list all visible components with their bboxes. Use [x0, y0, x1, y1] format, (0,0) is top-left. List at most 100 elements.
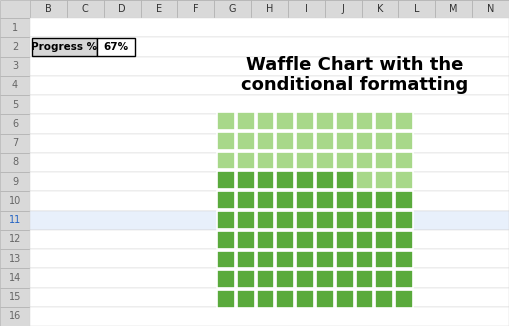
Bar — [257, 191, 274, 209]
Bar — [395, 211, 413, 229]
Bar — [30, 134, 509, 153]
Text: F: F — [193, 4, 199, 14]
Bar — [0, 211, 30, 230]
Text: Progress %: Progress % — [32, 42, 98, 52]
Bar — [217, 251, 235, 268]
Bar — [336, 171, 354, 189]
Bar — [257, 171, 274, 189]
Bar — [325, 0, 361, 18]
Bar — [296, 211, 314, 229]
Text: 67%: 67% — [103, 42, 129, 52]
Bar — [237, 152, 254, 170]
Bar — [0, 114, 30, 134]
Bar — [376, 231, 393, 249]
Text: M: M — [449, 4, 458, 14]
Text: K: K — [377, 4, 383, 14]
Bar — [296, 132, 314, 150]
Bar — [0, 268, 30, 288]
Bar — [30, 0, 67, 18]
Bar — [316, 231, 334, 249]
Bar — [257, 270, 274, 288]
Bar — [435, 0, 472, 18]
Bar — [0, 0, 509, 18]
Bar — [0, 307, 30, 326]
Bar — [217, 132, 235, 150]
Bar — [376, 290, 393, 308]
Bar — [237, 251, 254, 268]
Bar — [336, 112, 354, 130]
Bar — [276, 290, 294, 308]
Bar — [395, 112, 413, 130]
Bar — [361, 0, 399, 18]
Bar — [336, 132, 354, 150]
Bar — [237, 191, 254, 209]
Bar — [356, 152, 374, 170]
Bar — [356, 231, 374, 249]
Bar — [316, 112, 334, 130]
Bar — [316, 251, 334, 268]
Text: 15: 15 — [9, 292, 21, 302]
Bar — [336, 191, 354, 209]
Bar — [0, 153, 30, 172]
Text: 8: 8 — [12, 157, 18, 167]
Bar — [237, 270, 254, 288]
Bar — [0, 172, 30, 191]
Bar — [296, 270, 314, 288]
Bar — [376, 270, 393, 288]
Bar — [356, 251, 374, 268]
Bar — [296, 112, 314, 130]
Bar — [257, 132, 274, 150]
Bar — [376, 171, 393, 189]
Bar — [217, 152, 235, 170]
Bar — [0, 37, 30, 56]
Bar — [336, 290, 354, 308]
Bar — [214, 0, 251, 18]
Bar — [0, 56, 30, 76]
Text: 1: 1 — [12, 22, 18, 33]
Bar — [30, 172, 509, 191]
Bar — [376, 132, 393, 150]
Bar — [336, 152, 354, 170]
Bar — [30, 211, 509, 230]
Bar — [0, 18, 30, 37]
Bar — [395, 132, 413, 150]
Bar — [30, 114, 509, 134]
Bar — [316, 290, 334, 308]
Bar — [251, 0, 288, 18]
Bar — [257, 251, 274, 268]
Bar — [30, 288, 509, 307]
Bar — [356, 270, 374, 288]
Text: 9: 9 — [12, 177, 18, 186]
Text: 6: 6 — [12, 119, 18, 129]
Bar — [376, 152, 393, 170]
Bar — [336, 270, 354, 288]
Bar — [257, 211, 274, 229]
Bar — [217, 290, 235, 308]
Bar — [336, 211, 354, 229]
Bar — [30, 18, 509, 37]
Text: G: G — [229, 4, 236, 14]
Bar — [217, 191, 235, 209]
Bar — [0, 134, 30, 153]
Bar — [30, 249, 509, 268]
Bar — [30, 307, 509, 326]
Bar — [257, 112, 274, 130]
Bar — [104, 0, 140, 18]
Bar — [376, 211, 393, 229]
Bar — [257, 290, 274, 308]
Bar — [30, 56, 509, 76]
Bar — [376, 191, 393, 209]
Bar — [276, 211, 294, 229]
Text: E: E — [156, 4, 162, 14]
Bar — [316, 270, 334, 288]
Text: 5: 5 — [12, 100, 18, 110]
Text: 3: 3 — [12, 61, 18, 71]
Bar — [276, 191, 294, 209]
Bar — [217, 270, 235, 288]
Bar — [296, 191, 314, 209]
Bar — [30, 230, 509, 249]
Bar — [0, 230, 30, 249]
Bar — [237, 290, 254, 308]
Bar — [356, 290, 374, 308]
Bar — [288, 0, 325, 18]
